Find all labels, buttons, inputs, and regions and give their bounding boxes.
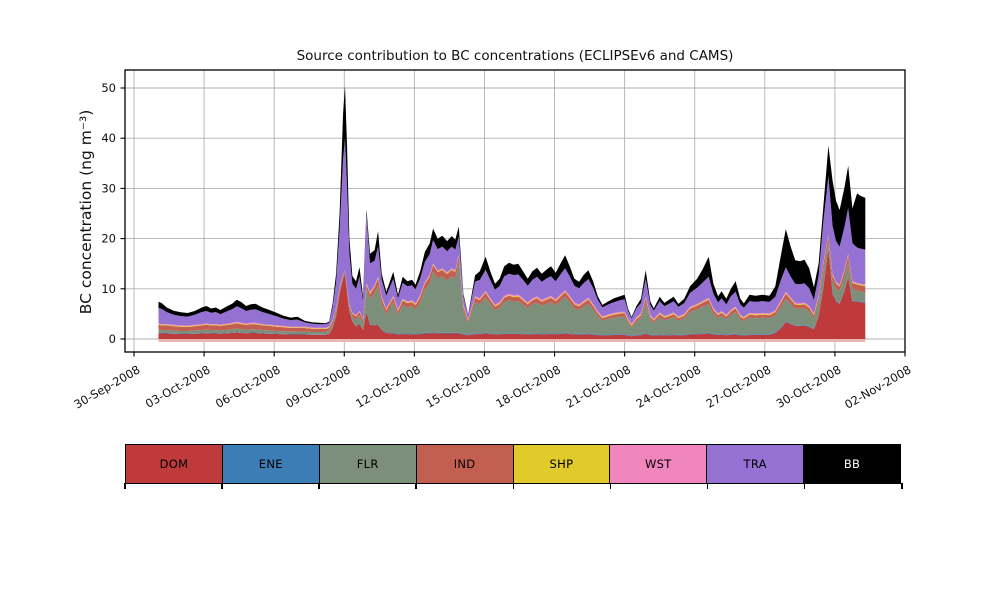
legend-item-FLR: FLR	[319, 445, 417, 483]
x-tick-label: 27-Oct-2008	[704, 362, 774, 410]
y-tick-label: 40	[101, 131, 116, 145]
x-tick-label: 02-Nov-2008	[842, 362, 913, 411]
legend: DOM ENE FLR IND SHP WST TRA BB	[125, 444, 901, 484]
legend-tick	[609, 483, 612, 489]
y-tick-label: 50	[101, 81, 116, 95]
legend-tick	[318, 483, 320, 489]
legend-label: IND	[453, 457, 476, 471]
legend-tick	[901, 483, 903, 489]
legend-item-SHP: SHP	[513, 445, 611, 483]
x-tick-label: 30-Oct-2008	[774, 362, 844, 410]
y-tick-label: 10	[101, 282, 116, 296]
legend-item-WST: WST	[610, 445, 708, 483]
legend-tick-marks	[124, 483, 903, 491]
area-FLR	[158, 242, 866, 336]
x-tick-label: 30-Sep-2008	[72, 362, 143, 411]
legend-item-ENE: ENE	[222, 445, 320, 483]
legend-tick	[221, 483, 223, 489]
legend-item-TRA: TRA	[707, 445, 805, 483]
baseline-band	[158, 337, 866, 343]
legend-tick	[415, 483, 417, 489]
x-tick-label: 12-Oct-2008	[353, 362, 423, 410]
x-tick-label: 03-Oct-2008	[143, 362, 213, 410]
legend-label: ENE	[258, 457, 283, 471]
legend-label: BB	[843, 457, 861, 471]
y-tick-label: 20	[101, 232, 116, 246]
legend-label: FLR	[356, 457, 379, 471]
legend-tick	[124, 483, 126, 489]
x-tick-label: 18-Oct-2008	[493, 362, 563, 410]
x-tick-label: 15-Oct-2008	[423, 362, 493, 410]
x-tick-label: 06-Oct-2008	[213, 362, 283, 410]
chart-title: Source contribution to BC concentrations…	[296, 48, 734, 64]
legend-label: DOM	[159, 457, 189, 471]
legend-tick	[512, 483, 514, 489]
y-tick-label: 30	[101, 181, 116, 195]
legend-tick	[803, 483, 806, 489]
legend-item-IND: IND	[416, 445, 514, 483]
legend-tick	[706, 483, 709, 489]
legend-label: TRA	[743, 457, 767, 471]
x-tick-label: 24-Oct-2008	[634, 362, 704, 410]
area-TRA	[158, 138, 866, 328]
legend-label: WST	[645, 457, 672, 471]
plot-border	[124, 69, 906, 353]
area-DOM	[158, 248, 866, 339]
legend-item-BB: BB	[804, 445, 900, 483]
legend-label: SHP	[549, 457, 574, 471]
legend-item-DOM: DOM	[126, 445, 223, 483]
x-tick-label: 09-Oct-2008	[283, 362, 353, 410]
x-tick-label: 21-Oct-2008	[563, 362, 633, 410]
y-tick-label: 0	[109, 332, 116, 346]
